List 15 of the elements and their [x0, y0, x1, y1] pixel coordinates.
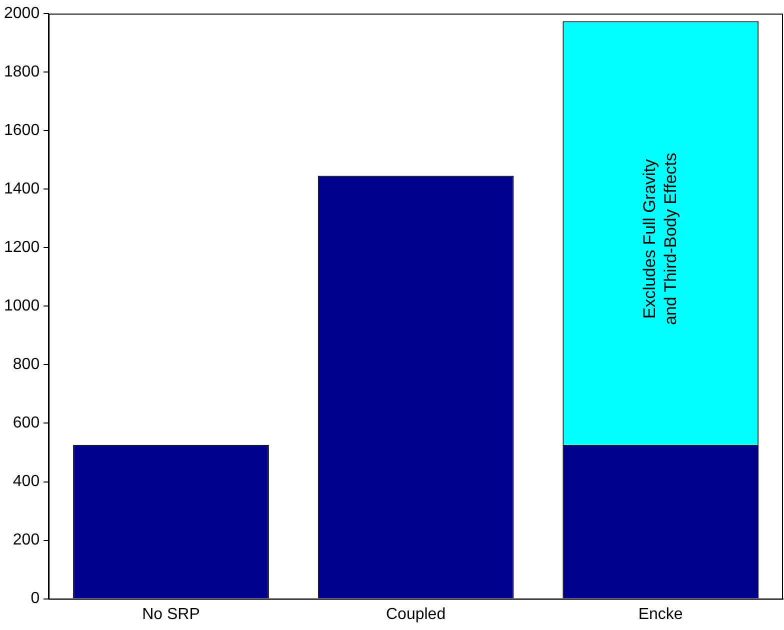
- y-tick-label: 0: [30, 590, 40, 608]
- x-tick-label: Encke: [638, 606, 683, 623]
- y-tick-label: 1000: [4, 298, 40, 315]
- y-tick-label: 1200: [4, 239, 40, 256]
- x-tick-label: Coupled: [386, 606, 446, 623]
- y-tick-label: 1800: [4, 64, 40, 81]
- y-tick-label: 1600: [4, 122, 40, 140]
- annotation: Excludes Full Gravity and Third-Body Effects: [640, 152, 680, 326]
- y-tick-label: 200: [12, 532, 40, 549]
- y-tick-label: 2000: [4, 5, 40, 22]
- y-tick-label: 1400: [4, 180, 40, 198]
- y-tick-label: 600: [12, 414, 40, 432]
- y-tick-label: 800: [12, 356, 40, 374]
- y-tick-label: 400: [12, 473, 40, 490]
- x-tick-label: No SRP: [142, 606, 200, 623]
